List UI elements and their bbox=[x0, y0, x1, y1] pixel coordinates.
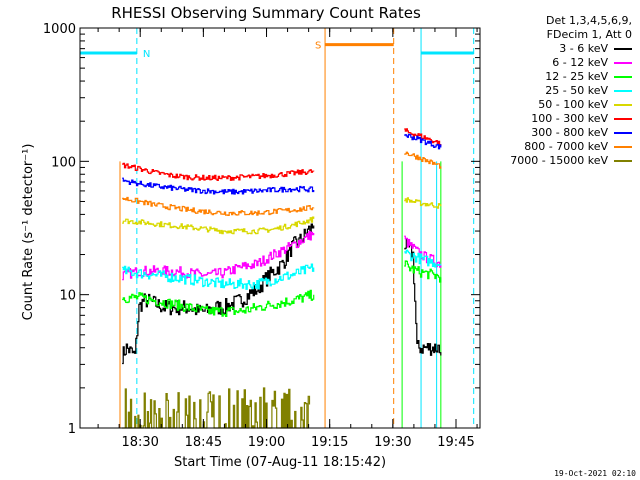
x-tick-label: 19:45 bbox=[437, 435, 474, 450]
series-line bbox=[404, 238, 442, 356]
series-line bbox=[404, 249, 442, 268]
x-tick-label: 19:15 bbox=[311, 435, 348, 450]
legend-label: 3 - 6 keV bbox=[559, 42, 608, 55]
legend-entry: 6 - 12 keV bbox=[552, 56, 632, 69]
legend-label: 100 - 300 keV bbox=[531, 112, 608, 125]
y-tick-label: 1 bbox=[68, 422, 76, 437]
series-line bbox=[404, 260, 442, 283]
legend-entry: 50 - 100 keV bbox=[538, 98, 632, 111]
x-tick-label: 19:00 bbox=[248, 435, 285, 450]
legend-entry: 300 - 800 keV bbox=[531, 126, 632, 139]
night-label: N bbox=[143, 49, 150, 60]
series-line bbox=[404, 235, 442, 268]
legend-swatch bbox=[614, 104, 632, 106]
legend-label: 12 - 25 keV bbox=[545, 70, 608, 83]
series-line bbox=[122, 216, 315, 235]
series-line bbox=[122, 177, 315, 195]
series-line bbox=[404, 151, 442, 169]
y-tick-label: 100 bbox=[51, 155, 76, 170]
series-line bbox=[404, 197, 442, 209]
series-line bbox=[404, 128, 442, 146]
series-line bbox=[122, 230, 315, 281]
legend-swatch bbox=[614, 62, 632, 64]
legend-entry: 100 - 300 keV bbox=[531, 112, 632, 125]
timestamp-footer: 19-Oct-2021 02:10 bbox=[554, 469, 636, 478]
axes-layer: 1 10 100 1000 18:30 18:45 19:00 19:15 19:30 19:45 bbox=[43, 22, 481, 450]
vertical-markers bbox=[79, 28, 475, 428]
legend-label: 6 - 12 keV bbox=[552, 56, 608, 69]
legend-entry: 25 - 50 keV bbox=[545, 84, 632, 97]
legend-entry: 12 - 25 keV bbox=[545, 70, 632, 83]
series-line bbox=[122, 263, 315, 290]
plot-frame bbox=[79, 27, 481, 429]
legend-swatch bbox=[614, 118, 632, 120]
legend-label: 7000 - 15000 keV bbox=[510, 154, 608, 167]
saa-label: S bbox=[315, 41, 321, 52]
legend-label: 25 - 50 keV bbox=[545, 84, 608, 97]
x-tick-label: 18:45 bbox=[185, 435, 222, 450]
annotation-layer: NS bbox=[80, 41, 474, 60]
legend-label: 50 - 100 keV bbox=[538, 98, 608, 111]
y-tick-label: 10 bbox=[59, 289, 76, 304]
legend-header: Det 1,3,4,5,6,9, bbox=[545, 14, 632, 27]
chart-title: RHESSI Observing Summary Count Rates bbox=[111, 4, 421, 22]
legend-header: FDecim 1, Att 0 bbox=[546, 28, 632, 41]
series-line bbox=[122, 387, 311, 429]
legend-swatch bbox=[614, 90, 632, 92]
legend-entry: 7000 - 15000 keV bbox=[510, 154, 632, 167]
y-tick-label: 1000 bbox=[43, 22, 76, 37]
x-axis-label: Start Time (07-Aug-11 18:15:42) bbox=[174, 455, 386, 470]
series-line bbox=[122, 223, 315, 365]
x-tick-label: 19:30 bbox=[374, 435, 411, 450]
legend-swatch bbox=[614, 48, 632, 50]
legend-swatch bbox=[614, 160, 632, 162]
legend-entry: 800 - 7000 keV bbox=[524, 140, 632, 153]
legend-swatch bbox=[614, 146, 632, 148]
legend-swatch bbox=[614, 76, 632, 78]
series-line bbox=[404, 133, 442, 150]
legend-entry: 3 - 6 keV bbox=[559, 42, 632, 55]
legend-swatch bbox=[614, 132, 632, 134]
y-axis-label: Count Rate (s⁻¹ detector⁻¹) bbox=[21, 144, 36, 321]
legend-label: 800 - 7000 keV bbox=[524, 140, 608, 153]
series-layer bbox=[122, 128, 442, 429]
legend-label: 300 - 800 keV bbox=[531, 126, 608, 139]
series-line bbox=[122, 162, 315, 181]
series-line bbox=[122, 289, 315, 317]
x-tick-label: 18:30 bbox=[121, 435, 158, 450]
series-line bbox=[122, 196, 315, 216]
